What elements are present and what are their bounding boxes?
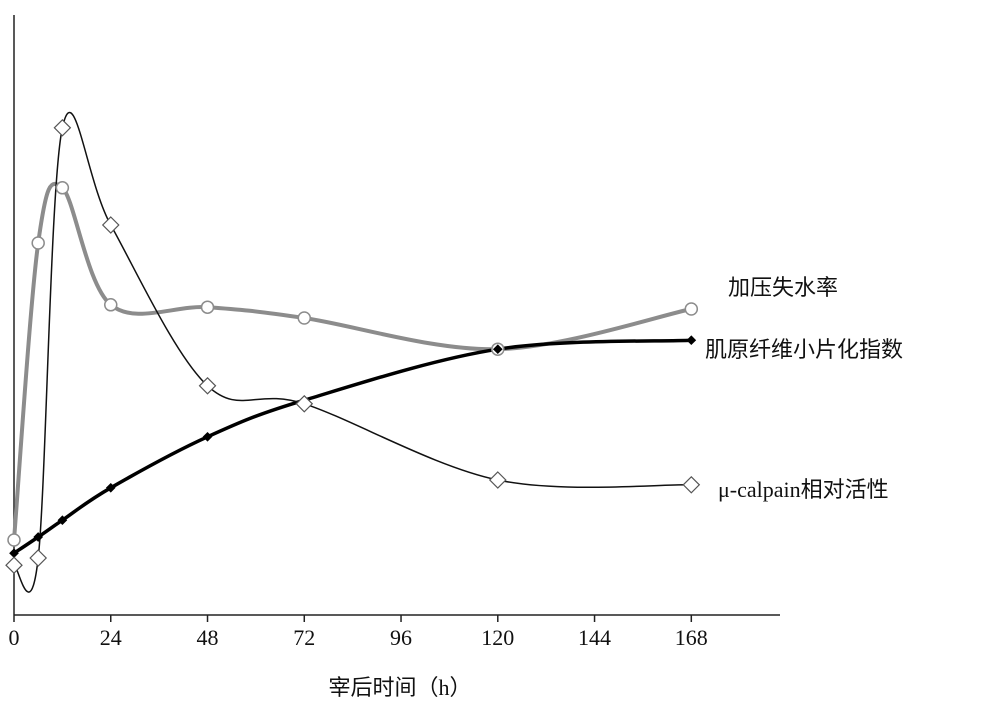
marker bbox=[57, 515, 68, 526]
x-tick-label: 72 bbox=[293, 625, 315, 650]
marker bbox=[682, 475, 701, 494]
x-tick-label: 96 bbox=[390, 625, 412, 650]
marker bbox=[492, 344, 503, 355]
marker bbox=[200, 300, 215, 314]
marker bbox=[295, 394, 314, 413]
x-tick-label: 24 bbox=[100, 625, 122, 650]
x-tick-label: 120 bbox=[481, 625, 514, 650]
marker bbox=[202, 431, 213, 442]
x-tick-label: 168 bbox=[675, 625, 708, 650]
x-tick-label: 48 bbox=[197, 625, 219, 650]
marker bbox=[101, 216, 120, 234]
marker bbox=[29, 549, 48, 567]
marker bbox=[104, 298, 118, 312]
series-label: 肌原纤维小片化指数 bbox=[705, 337, 903, 362]
marker bbox=[33, 532, 44, 542]
marker bbox=[55, 181, 70, 195]
marker bbox=[488, 471, 507, 489]
marker bbox=[7, 533, 21, 547]
marker bbox=[5, 556, 23, 575]
x-tick-label: 144 bbox=[578, 625, 611, 650]
marker bbox=[684, 302, 699, 316]
marker bbox=[31, 236, 45, 250]
x-axis-label: 宰后时间（h） bbox=[328, 675, 471, 700]
marker bbox=[686, 335, 697, 346]
marker bbox=[53, 118, 72, 137]
marker bbox=[297, 311, 312, 325]
series-label: 加压失水率 bbox=[728, 275, 838, 300]
x-tick-label: 0 bbox=[9, 625, 20, 650]
series-line bbox=[13, 111, 692, 593]
series-line bbox=[13, 338, 692, 555]
marker bbox=[105, 482, 116, 493]
marker bbox=[198, 376, 217, 395]
series-label: μ-calpain相对活性 bbox=[718, 477, 889, 502]
